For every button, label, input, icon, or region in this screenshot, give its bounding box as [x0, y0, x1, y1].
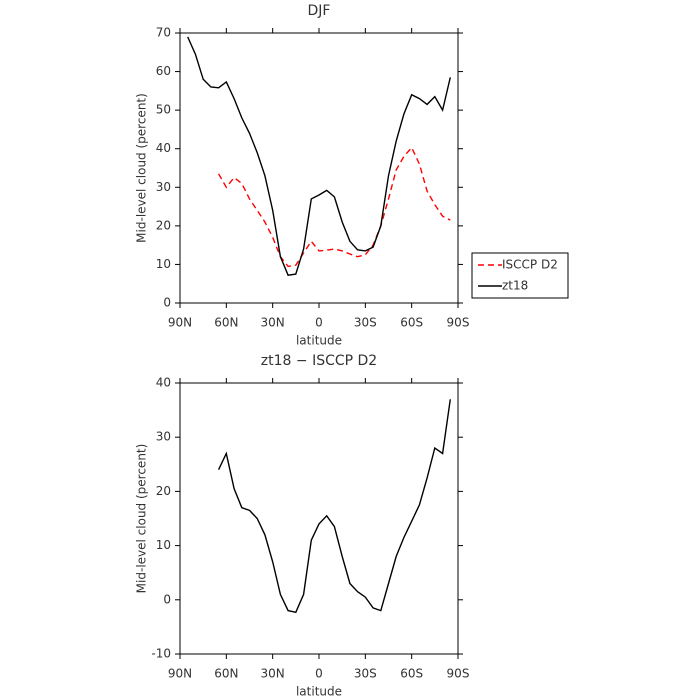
x-tick-label: 0	[315, 316, 323, 330]
y-tick-label: 0	[163, 592, 171, 606]
plot-frame	[179, 382, 459, 655]
legend: ISCCP D2 zt18	[471, 252, 569, 299]
y-tick-label: 20	[156, 218, 171, 232]
x-tick-label: 30S	[354, 316, 377, 330]
plot-frame	[179, 32, 459, 304]
y-tick-label: 20	[156, 484, 171, 498]
y-tick-label: 30	[156, 180, 171, 194]
y-tick-label: 40	[156, 376, 171, 390]
y-axis-label: Mid-level cloud (percent)	[135, 444, 149, 594]
y-tick-label: 0	[163, 296, 171, 310]
x-tick-label: 90N	[168, 667, 192, 681]
x-tick-label: 60N	[214, 316, 238, 330]
y-tick-label: 30	[156, 430, 171, 444]
x-tick-label: 90N	[168, 316, 192, 330]
legend-label: zt18	[502, 279, 528, 293]
y-axis-label: Mid-level cloud (percent)	[135, 93, 149, 243]
x-tick-label: 60N	[214, 667, 238, 681]
y-tick-label: 60	[156, 64, 171, 78]
x-axis-label: latitude	[296, 685, 342, 699]
chart-title: zt18 − ISCCP D2	[261, 353, 377, 369]
x-tick-label: 90S	[447, 667, 470, 681]
x-tick-label: 30N	[261, 667, 285, 681]
y-tick-label: 50	[156, 103, 171, 117]
x-tick-label: 60S	[400, 316, 423, 330]
x-tick-label: 60S	[400, 667, 423, 681]
x-tick-label: 0	[315, 667, 323, 681]
y-tick-label: 10	[156, 538, 171, 552]
x-tick-label: 90S	[447, 316, 470, 330]
x-tick-label: 30S	[354, 667, 377, 681]
y-tick-label: 10	[156, 257, 171, 271]
y-tick-label: 70	[156, 26, 171, 40]
data-line	[217, 399, 451, 614]
data-line	[217, 146, 451, 268]
y-tick-label: 40	[156, 141, 171, 155]
legend-label: ISCCP D2	[502, 258, 558, 272]
chart-title: DJF	[308, 3, 331, 19]
y-tick-label: -10	[151, 647, 171, 661]
x-axis-label: latitude	[296, 334, 342, 348]
x-tick-label: 30N	[261, 316, 285, 330]
legend-box	[471, 252, 569, 299]
data-line	[187, 36, 451, 276]
